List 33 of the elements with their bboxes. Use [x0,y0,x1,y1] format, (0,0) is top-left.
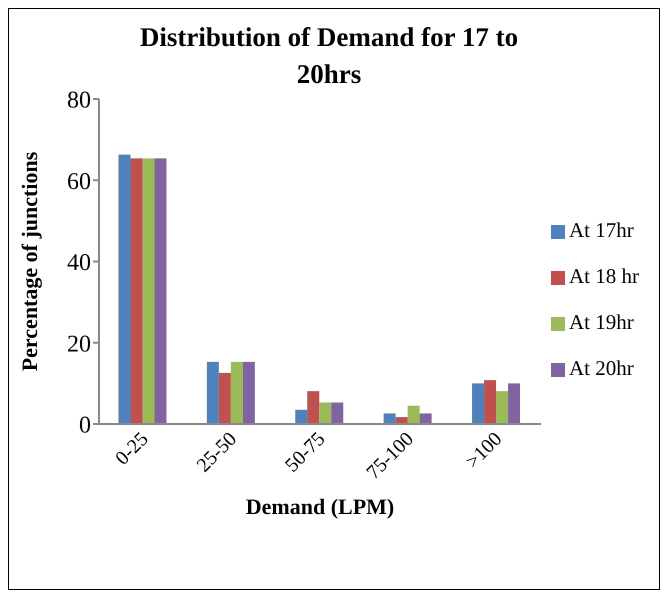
y-tick-label: 20 [67,331,91,358]
bar [496,391,508,424]
bar [319,402,332,424]
bar [331,402,344,424]
x-tick-label: 0-25 [111,428,153,470]
bar [484,380,496,424]
y-tick-label: 40 [67,250,91,276]
bar [307,391,320,424]
bar [508,383,520,424]
bar [206,362,219,424]
bar [472,383,484,424]
y-axis-title: Percentage of junctions [16,151,42,372]
bar [154,158,166,424]
y-tick-label: 60 [67,168,91,195]
legend-label: At 18 hr [569,264,639,288]
bar [420,413,432,424]
bar [230,362,243,424]
bar [295,410,308,424]
legend-label: At 17hr [569,218,634,242]
legend-label: At 20hr [569,356,634,380]
chart-title: Distribution of Demand for 17 to 20hrs [138,21,520,91]
x-tick-label: >100 [462,428,506,473]
y-tick-label: 0 [79,412,91,439]
bar [130,158,142,424]
bar [408,406,420,424]
bar [384,413,396,424]
x-axis-title: Demand (LPM) [246,494,394,519]
bar [118,154,130,424]
bar [242,362,255,424]
legend-label: At 19hr [569,310,634,334]
y-tick-label: 80 [67,88,91,114]
bar [218,372,231,424]
bar [142,158,154,424]
